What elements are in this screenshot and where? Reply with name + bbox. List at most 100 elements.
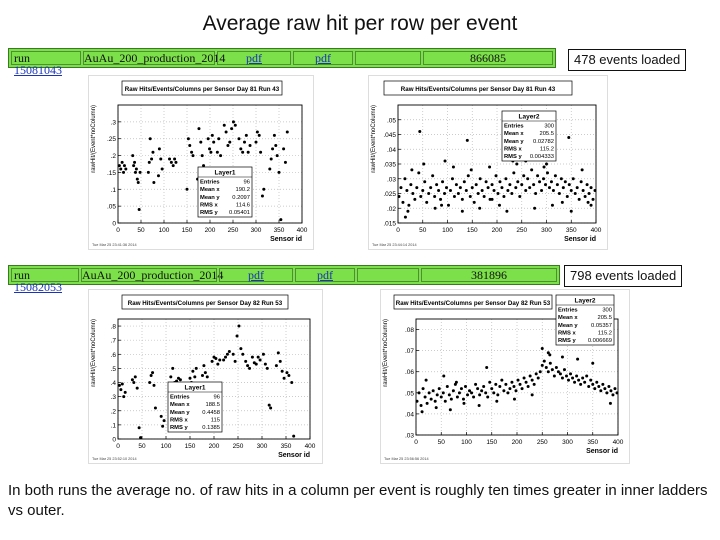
- data-point: [421, 189, 425, 193]
- data-point: [153, 406, 157, 410]
- data-point: [469, 168, 473, 172]
- data-point: [460, 197, 464, 201]
- chart-title: Raw Hits/Events/Columns per Sensor Day 8…: [128, 300, 283, 307]
- empty-cell: [357, 268, 419, 282]
- x-tick-label: 250: [233, 443, 244, 450]
- data-point: [451, 165, 455, 169]
- x-tick-label: 350: [281, 443, 292, 450]
- data-point: [171, 366, 175, 370]
- y-tick-label: .2: [111, 153, 117, 160]
- y-tick-label: .03: [405, 433, 414, 440]
- stats-key: RMS y: [558, 338, 576, 344]
- data-point: [502, 194, 506, 198]
- data-point: [401, 200, 405, 204]
- x-tick-label: 350: [566, 227, 577, 234]
- data-point: [210, 359, 214, 363]
- data-point: [465, 138, 469, 142]
- data-point: [608, 401, 612, 405]
- data-point: [122, 164, 126, 168]
- x-tick-label: 400: [305, 443, 316, 450]
- stats-value: 96: [214, 395, 220, 401]
- data-point: [185, 187, 189, 191]
- stats-box: [167, 381, 223, 433]
- run-cell[interactable]: run 15082053: [11, 268, 79, 293]
- data-point: [559, 177, 563, 181]
- data-point: [567, 183, 571, 187]
- pdf-link-1[interactable]: pdf: [219, 268, 293, 282]
- events-loaded-label-1: 478 events loaded: [568, 49, 687, 71]
- data-point: [280, 369, 284, 373]
- data-point: [589, 203, 593, 207]
- data-point: [510, 192, 514, 195]
- data-point: [505, 209, 509, 213]
- y-tick-label: .04: [387, 147, 396, 154]
- data-point: [205, 375, 209, 379]
- data-point: [148, 137, 152, 141]
- data-point: [425, 200, 429, 204]
- data-point: [239, 347, 243, 351]
- data-point: [502, 389, 506, 393]
- data-point: [443, 159, 447, 163]
- data-point: [254, 362, 258, 366]
- data-point: [146, 170, 150, 174]
- x-tick-label: 250: [516, 227, 527, 234]
- data-point: [218, 358, 222, 362]
- stats-box-title: Layer2: [519, 114, 540, 121]
- run-number-link[interactable]: 15081043: [14, 63, 62, 77]
- pdf-link-2[interactable]: pdf: [293, 51, 353, 65]
- data-point: [565, 194, 569, 198]
- data-point: [446, 203, 450, 207]
- data-point: [607, 384, 611, 388]
- data-point: [199, 140, 203, 144]
- data-point: [119, 388, 123, 392]
- scatter-plot-day82-layer1: 0 50 100 150 200 250 300 350 400 0 .1 .2 .3 .4 .5 .6 .7.…: [88, 289, 323, 464]
- data-point: [534, 372, 538, 376]
- data-point: [454, 380, 458, 384]
- title-box: [393, 294, 553, 310]
- data-point: [161, 424, 165, 428]
- data-point: [451, 389, 455, 393]
- y-tick-label: .035: [383, 162, 396, 169]
- data-point: [209, 150, 213, 154]
- data-point: [447, 393, 451, 397]
- y-tick-label: 0: [112, 221, 116, 228]
- y-tick-label: .05: [107, 204, 116, 211]
- data-point: [514, 389, 518, 393]
- stats-value: 114.6: [236, 202, 250, 208]
- data-point: [124, 167, 128, 171]
- title-box: [121, 80, 283, 96]
- run-cell[interactable]: run 15081043: [11, 51, 81, 76]
- data-point: [561, 186, 565, 190]
- data-point: [488, 380, 492, 384]
- pdf-link-1[interactable]: pdf: [217, 51, 291, 65]
- data-point: [186, 137, 190, 141]
- data-point: [424, 378, 428, 382]
- data-point: [463, 384, 467, 388]
- y-tick-label: .04: [405, 411, 414, 418]
- data-point: [292, 434, 296, 438]
- data-point: [599, 389, 603, 393]
- stats-box-title: Layer1: [215, 170, 236, 177]
- data-point: [132, 381, 136, 385]
- data-point: [226, 143, 230, 147]
- stats-key: Entries: [200, 180, 220, 186]
- x-tick-label: 0: [396, 227, 400, 234]
- title-box: [121, 294, 289, 310]
- run-number-link[interactable]: 15082053: [14, 280, 62, 294]
- stats-key: Mean x: [200, 187, 220, 193]
- data-point: [556, 370, 560, 374]
- data-point: [120, 160, 124, 164]
- data-point: [274, 364, 278, 368]
- data-point: [560, 376, 564, 380]
- data-point: [433, 206, 437, 210]
- stats-key: RMS y: [504, 154, 522, 160]
- data-point: [190, 150, 194, 154]
- data-point: [208, 147, 212, 151]
- data-point: [591, 361, 595, 365]
- data-point: [131, 154, 135, 158]
- data-point: [548, 353, 552, 357]
- y-tick-label: .6: [111, 352, 117, 359]
- data-point: [188, 143, 192, 147]
- dataset-name: AuAu_200_production_2014: [83, 51, 226, 65]
- pdf-link-2[interactable]: pdf: [295, 268, 355, 282]
